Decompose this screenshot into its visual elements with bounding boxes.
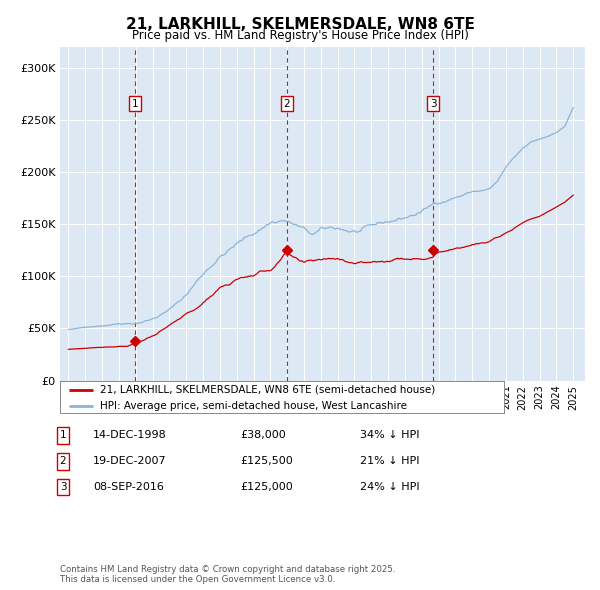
- Text: 2: 2: [59, 457, 67, 466]
- Text: 19-DEC-2007: 19-DEC-2007: [93, 457, 167, 466]
- Text: 08-SEP-2016: 08-SEP-2016: [93, 483, 164, 492]
- Text: £125,500: £125,500: [240, 457, 293, 466]
- Text: 21% ↓ HPI: 21% ↓ HPI: [360, 457, 419, 466]
- Text: 21, LARKHILL, SKELMERSDALE, WN8 6TE (semi-detached house): 21, LARKHILL, SKELMERSDALE, WN8 6TE (sem…: [100, 385, 435, 395]
- Text: £38,000: £38,000: [240, 431, 286, 440]
- Text: 3: 3: [59, 483, 67, 492]
- Text: 3: 3: [430, 99, 437, 109]
- Text: 34% ↓ HPI: 34% ↓ HPI: [360, 431, 419, 440]
- Text: 14-DEC-1998: 14-DEC-1998: [93, 431, 167, 440]
- Text: £125,000: £125,000: [240, 483, 293, 492]
- Text: 1: 1: [132, 99, 139, 109]
- Text: 24% ↓ HPI: 24% ↓ HPI: [360, 483, 419, 492]
- Text: 2: 2: [283, 99, 290, 109]
- Text: Contains HM Land Registry data © Crown copyright and database right 2025.
This d: Contains HM Land Registry data © Crown c…: [60, 565, 395, 584]
- Text: 21, LARKHILL, SKELMERSDALE, WN8 6TE: 21, LARKHILL, SKELMERSDALE, WN8 6TE: [125, 17, 475, 31]
- Text: Price paid vs. HM Land Registry's House Price Index (HPI): Price paid vs. HM Land Registry's House …: [131, 30, 469, 42]
- Text: HPI: Average price, semi-detached house, West Lancashire: HPI: Average price, semi-detached house,…: [100, 401, 407, 411]
- Text: 1: 1: [59, 431, 67, 440]
